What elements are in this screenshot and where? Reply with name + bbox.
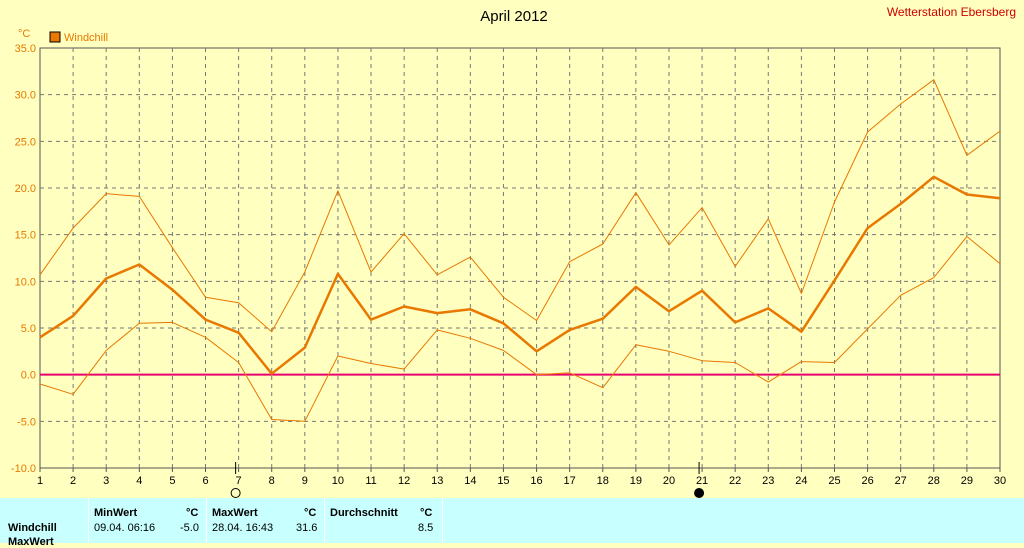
x-tick-label: 20 [663, 475, 675, 487]
x-tick-label: 15 [497, 475, 509, 487]
x-tick-label: 23 [762, 475, 774, 487]
chart: 35.030.025.020.015.010.05.00.0-5.0-10.0 … [11, 5, 1016, 498]
avg-value: 8.5 [418, 522, 434, 534]
max-header: MaxWert [212, 507, 258, 519]
y-tick-label: 0.0 [21, 370, 36, 382]
x-tick-label: 1 [37, 475, 43, 487]
series-line-min [39, 236, 1001, 422]
full-moon-icon [230, 488, 241, 498]
x-tick-label: 21 [696, 475, 708, 487]
avg-unit: °C [420, 507, 433, 519]
y-tick-label: -5.0 [17, 416, 36, 428]
x-tick-label: 11 [365, 475, 376, 487]
y-tick-label: 35.0 [15, 43, 36, 55]
max-datetime: 28.04. 16:43 [212, 522, 274, 534]
legend-swatch [49, 31, 61, 43]
y-tick-label: -10.0 [11, 463, 36, 475]
x-tick-label: 30 [994, 475, 1006, 487]
stats-row-label: Windchill [8, 522, 57, 534]
x-tick-label: 8 [269, 475, 275, 487]
x-tick-label: 14 [464, 475, 476, 487]
x-tick-label: 26 [861, 475, 873, 487]
x-tick-labels: 1 2 3 4 5 6 7 8 9 10 11 12 13 14 15 16 17 18 19 20 21 22 23 24 2… [37, 475, 1006, 487]
avg-header: Durchschnitt [330, 507, 398, 519]
x-tick-label: 22 [729, 475, 741, 487]
min-datetime: 09.04. 06:16 [94, 522, 156, 534]
y-tick-label: 5.0 [21, 323, 36, 335]
x-tick-label: 16 [530, 475, 542, 487]
plot-frame [39, 47, 1001, 469]
x-tick-label: 13 [431, 475, 443, 487]
min-header: MinWert [94, 507, 138, 519]
min-value: -5.0 [180, 522, 199, 534]
x-tick-label: 6 [202, 475, 208, 487]
x-tick-label: 19 [630, 475, 642, 487]
grid [39, 47, 1001, 498]
stats-row-label-2: MaxWert [8, 536, 54, 548]
x-tick-label: 17 [564, 475, 576, 487]
series-line-mean [39, 175, 1001, 375]
station-name: Wetterstation Ebersberg [887, 5, 1016, 19]
max-value: 31.6 [296, 522, 318, 534]
x-tick-label: 28 [928, 475, 940, 487]
y-axis-unit: °C [18, 28, 30, 40]
y-tick-label: 30.0 [15, 90, 36, 102]
series-lines [39, 79, 1001, 422]
legend-label: Windchill [64, 32, 108, 44]
x-tick-label: 7 [236, 475, 242, 487]
y-tick-label: 15.0 [15, 230, 36, 242]
x-tick-label: 2 [70, 475, 76, 487]
min-unit: °C [186, 507, 199, 519]
y-tick-label: 25.0 [15, 136, 36, 148]
x-tick-label: 24 [795, 475, 807, 487]
x-tick-label: 29 [961, 475, 973, 487]
x-tick-label: 27 [895, 475, 907, 487]
x-tick-label: 9 [302, 475, 308, 487]
x-tick-label: 3 [103, 475, 109, 487]
chart-title: April 2012 [480, 8, 548, 25]
new-moon-icon [694, 488, 705, 498]
y-tick-label: 10.0 [15, 276, 36, 288]
x-tick-label: 25 [828, 475, 840, 487]
x-tick-label: 18 [597, 475, 609, 487]
x-tick-label: 12 [398, 475, 410, 487]
max-unit: °C [304, 507, 317, 519]
x-tick-label: 4 [136, 475, 142, 487]
stats-panel: Windchill MaxWert MinWert °C 09.04. 06:1… [0, 498, 1024, 548]
y-tick-label: 20.0 [15, 183, 36, 195]
series-line-max [39, 79, 1001, 333]
x-tick-label: 10 [332, 475, 344, 487]
x-tick-label: 5 [169, 475, 175, 487]
y-tick-labels: 35.0 30.0 25.0 20.0 15.0 10.0 5.0 0.0 -5.0 -10.0 [11, 43, 36, 475]
